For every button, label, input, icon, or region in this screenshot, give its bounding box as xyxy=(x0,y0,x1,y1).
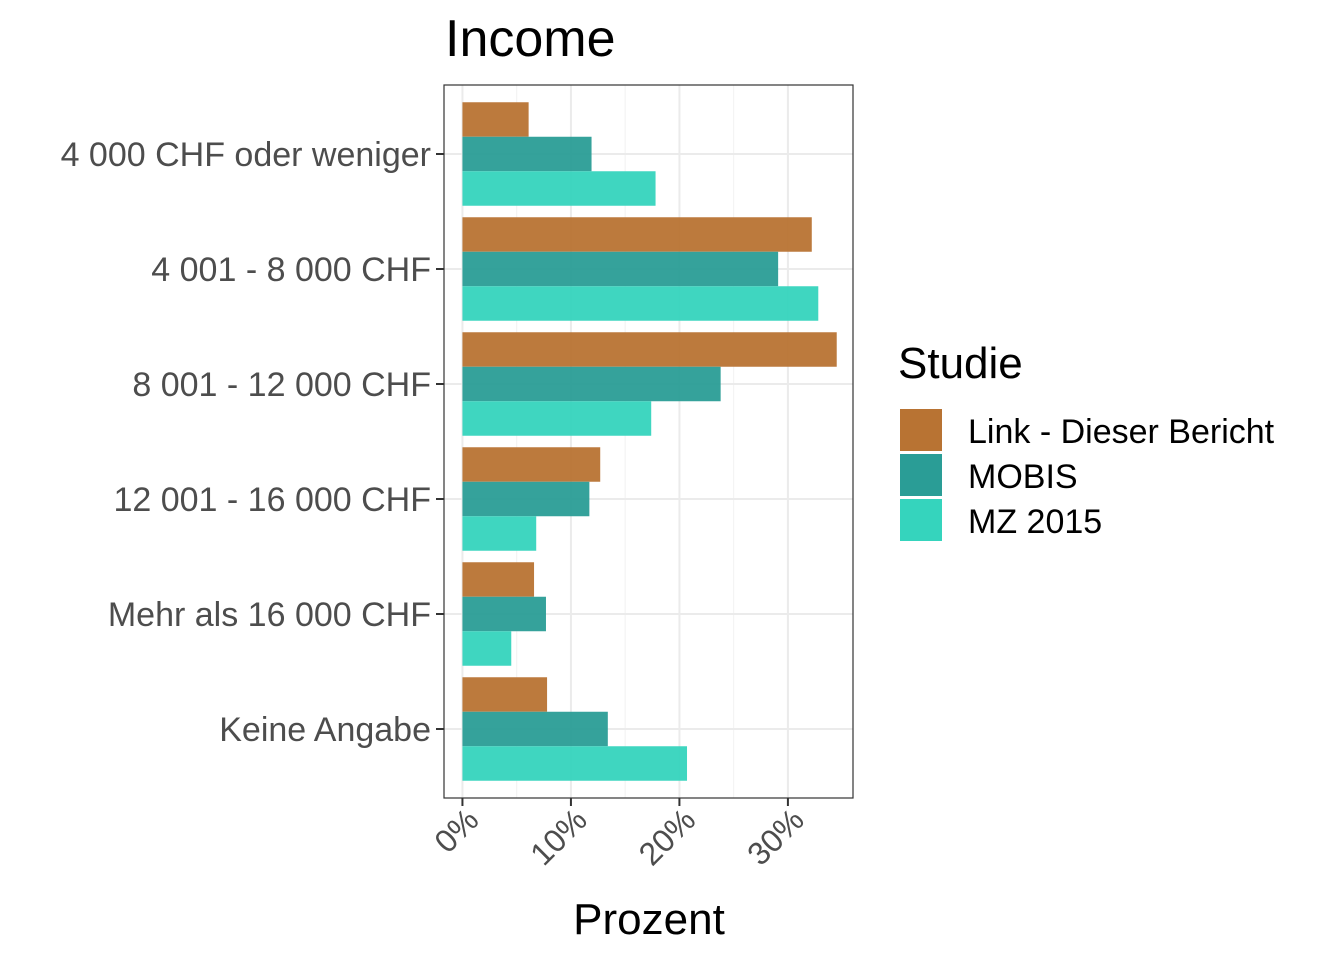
x-tick-label: 0% xyxy=(427,801,485,859)
bar xyxy=(462,481,590,517)
bar xyxy=(462,447,601,482)
legend-label: Link - Dieser Bericht xyxy=(968,413,1275,451)
bar xyxy=(462,171,656,206)
bar xyxy=(462,677,548,712)
legend-label: MOBIS xyxy=(968,458,1078,496)
legend-label: MZ 2015 xyxy=(968,503,1102,541)
bar xyxy=(462,136,592,172)
legend-title: Studie xyxy=(898,339,1023,388)
y-tick-label: 12 001 - 16 000 CHF xyxy=(113,481,431,519)
x-tick-label: 30% xyxy=(740,801,811,872)
bar xyxy=(462,516,537,551)
bar xyxy=(462,217,812,252)
y-tick-label: Mehr als 16 000 CHF xyxy=(108,596,431,634)
y-tick-label: 4 000 CHF oder weniger xyxy=(61,136,431,174)
legend-key xyxy=(900,454,942,496)
bars-group xyxy=(462,102,837,781)
x-axis: 0% 10% 20% 30% xyxy=(427,798,811,872)
legend-key xyxy=(900,409,942,451)
bar xyxy=(462,562,535,597)
legend-key xyxy=(900,499,942,541)
y-tick-label: Keine Angabe xyxy=(219,711,431,749)
bar xyxy=(462,631,512,666)
bar xyxy=(462,102,529,137)
bar xyxy=(462,332,837,367)
bar xyxy=(462,596,546,632)
y-tick-label: 8 001 - 12 000 CHF xyxy=(132,366,431,404)
x-tick-label: 10% xyxy=(523,801,594,872)
bar xyxy=(462,746,688,781)
bar xyxy=(462,366,721,402)
chart-title: Income xyxy=(445,10,616,68)
bar xyxy=(462,401,652,436)
bar xyxy=(462,286,819,321)
x-axis-label: Prozent xyxy=(573,895,725,944)
bar xyxy=(462,251,779,287)
y-tick-label: 4 001 - 8 000 CHF xyxy=(151,251,431,289)
plot-panel-border xyxy=(443,84,854,799)
bar xyxy=(462,711,608,747)
y-axis: 4 000 CHF oder weniger 4 001 - 8 000 CHF 8… xyxy=(61,136,444,749)
legend: Studie Link - Dieser Bericht MOBIS MZ 2015 xyxy=(898,339,1275,541)
x-tick-label: 20% xyxy=(632,801,703,872)
